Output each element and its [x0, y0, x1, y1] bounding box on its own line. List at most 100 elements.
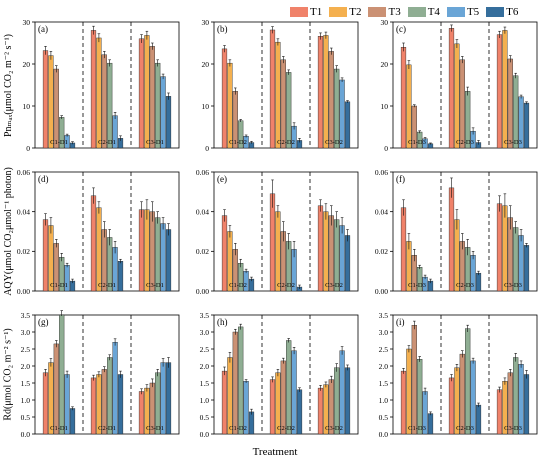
bar-t2	[48, 55, 54, 149]
bar-t2	[144, 35, 150, 149]
y-tick-label: 3.5	[379, 311, 389, 320]
bar-t3	[459, 59, 465, 149]
plot-frame	[392, 171, 538, 292]
bar-t1	[221, 48, 228, 149]
bar-t1	[90, 195, 97, 292]
y-tick-label: 1.5	[21, 379, 31, 388]
bar-t2	[275, 41, 281, 149]
legend-swatch	[407, 7, 426, 17]
y-tick-label: 2.0	[21, 362, 31, 371]
y-tick-label: 20	[381, 60, 389, 69]
panel-label: (d)	[38, 174, 49, 184]
bar-t2	[227, 62, 233, 149]
bar-t2	[454, 219, 460, 292]
bar-t4	[286, 72, 292, 149]
bar-t6	[248, 411, 255, 435]
y-tick-label: 3.5	[200, 311, 210, 320]
category-label: C1-D3	[408, 139, 426, 146]
legend-item-t3: T3	[368, 6, 401, 18]
category-label: C1-D3	[408, 425, 426, 432]
category-label: C1-D1	[50, 282, 68, 289]
category-label: C3-D3	[504, 282, 522, 289]
bar-t2	[502, 205, 508, 292]
y-tick-label: 2.5	[21, 345, 31, 354]
bar-t5	[160, 76, 166, 149]
bar-t2	[406, 348, 412, 435]
bar-t4	[155, 217, 161, 292]
category-label: C2-D1	[98, 425, 116, 432]
x-axis-title: Treatment	[252, 446, 298, 458]
category-label: C2-D1	[98, 282, 116, 289]
panel-label: (h)	[217, 317, 228, 327]
bar-t3	[280, 59, 286, 149]
plot-frame	[213, 171, 359, 292]
legend-label: T1	[310, 6, 323, 18]
category-label: C2-D3	[456, 282, 474, 289]
y-tick-label: 10	[381, 102, 389, 111]
y-tick-label: 0.00	[17, 287, 30, 296]
panel-label: (e)	[217, 174, 227, 184]
bar-t1	[221, 370, 228, 435]
bar-t1	[448, 187, 455, 292]
y-tick-label: 0.5	[200, 413, 210, 422]
bar-t1	[269, 193, 276, 292]
bar-t6	[344, 235, 351, 292]
bar-t3	[411, 325, 417, 435]
bar-t4	[334, 219, 340, 292]
bar-t1	[269, 29, 276, 149]
legend-label: T3	[388, 6, 401, 18]
bar-t6	[165, 229, 172, 292]
category-label: C1-D1	[50, 139, 68, 146]
category-label: C1-D2	[229, 282, 247, 289]
plot-frame	[392, 21, 538, 149]
bar-t2	[48, 362, 54, 435]
y-tick-label: 1.0	[200, 396, 210, 405]
category-label: C2-D2	[277, 139, 295, 146]
bar-t1	[400, 207, 407, 292]
y-tick-label: 0.02	[196, 247, 209, 256]
y-tick-label: 3.5	[21, 311, 31, 320]
category-label: C3-D3	[504, 425, 522, 432]
y-tick-label: 30	[23, 18, 31, 27]
legend-label: T5	[466, 6, 480, 18]
category-label: C1-D1	[50, 425, 68, 432]
y-tick-label: 0.00	[375, 287, 388, 296]
bar-t5	[339, 79, 345, 149]
bar-t1	[90, 30, 97, 149]
category-label: C1-D3	[408, 282, 426, 289]
y-tick-label: 0.06	[375, 168, 388, 177]
bar-t6	[296, 389, 303, 435]
y-tick-label: 0	[26, 144, 30, 153]
bar-t3	[53, 343, 59, 435]
plot-frame	[34, 21, 180, 149]
bar-t5	[339, 350, 345, 435]
category-label: C3-D2	[325, 282, 343, 289]
bar-t6	[117, 374, 124, 435]
y-tick-label: 0.06	[17, 168, 30, 177]
bar-t1	[496, 203, 503, 292]
bar-t4	[155, 62, 161, 149]
category-label: C3-D1	[146, 139, 164, 146]
bar-t2	[323, 35, 329, 149]
plot-frame	[213, 21, 359, 149]
bar-t1	[42, 50, 49, 149]
y-tick-label: 0.0	[200, 430, 210, 439]
legend-label: T2	[349, 6, 362, 18]
bar-t5	[160, 223, 166, 292]
legend-item-t1: T1	[290, 6, 322, 18]
bar-t2	[144, 209, 150, 292]
bar-t2	[406, 64, 412, 149]
bar-t1	[90, 377, 97, 435]
bar-t3	[459, 353, 465, 435]
bar-t2	[96, 207, 102, 292]
bar-t6	[344, 367, 351, 435]
y-tick-label: 2.0	[200, 362, 210, 371]
bar-t1	[400, 370, 407, 435]
y-tick-label: 0.06	[196, 168, 209, 177]
category-label: C3-D3	[504, 139, 522, 146]
legend-label: T4	[427, 6, 440, 18]
bar-t2	[502, 30, 508, 149]
y-tick-label: 0.04	[375, 207, 388, 216]
bar-t3	[149, 211, 155, 292]
